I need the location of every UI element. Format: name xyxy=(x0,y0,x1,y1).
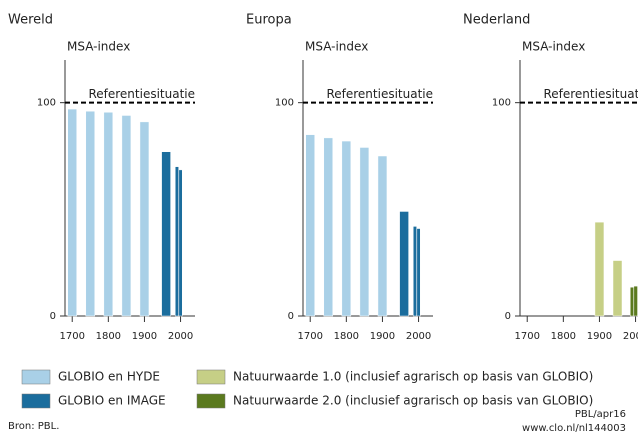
y-tick-label: 0 xyxy=(505,311,511,322)
panel-title: Nederland xyxy=(463,13,530,28)
y-tick-label: 100 xyxy=(37,98,56,109)
bar xyxy=(341,140,352,317)
bar xyxy=(67,108,77,317)
bar xyxy=(612,260,623,317)
x-tick-label: 1800 xyxy=(551,331,576,342)
x-tick-label: 1900 xyxy=(370,331,395,342)
bar xyxy=(161,151,171,317)
bar xyxy=(85,110,96,317)
x-tick-label: 2000 xyxy=(406,331,431,342)
reference-label: Referentiesituatie xyxy=(543,87,638,101)
bar xyxy=(633,285,638,317)
x-tick-label: 1800 xyxy=(96,331,121,342)
reference-label: Referentiesituatie xyxy=(88,87,195,101)
bar xyxy=(178,169,183,317)
x-tick-label: 2000 xyxy=(623,331,638,342)
bar xyxy=(629,286,634,317)
bar xyxy=(416,228,421,317)
legend-label: GLOBIO en HYDE xyxy=(58,370,160,384)
x-tick-label: 1900 xyxy=(587,331,612,342)
panel-title: Wereld xyxy=(8,13,53,28)
bar xyxy=(305,134,315,317)
panel-title: Europa xyxy=(246,13,292,28)
legend-swatch xyxy=(196,393,226,409)
bar xyxy=(323,137,334,317)
legend-label: Natuurwaarde 2.0 (inclusief agrarisch op… xyxy=(233,394,593,408)
y-tick-label: 100 xyxy=(275,98,294,109)
y-axis-label: MSA-index xyxy=(522,40,585,54)
y-tick-label: 0 xyxy=(288,311,294,322)
bar xyxy=(103,112,114,317)
bar xyxy=(139,121,150,317)
y-axis-label: MSA-index xyxy=(67,40,130,54)
y-tick-label: 0 xyxy=(50,311,56,322)
code: PBL/apr16 xyxy=(575,409,626,420)
source: Bron: PBL. xyxy=(8,421,59,432)
bar xyxy=(121,115,132,317)
x-tick-label: 2000 xyxy=(168,331,193,342)
legend-swatch xyxy=(21,393,51,409)
legend-label: Natuurwaarde 1.0 (inclusief agrarisch op… xyxy=(233,370,593,384)
legend-swatch xyxy=(21,369,51,385)
bar xyxy=(377,155,388,317)
bar xyxy=(399,211,409,317)
reference-label: Referentiesituatie xyxy=(326,87,433,101)
x-tick-label: 1900 xyxy=(132,331,157,342)
bar xyxy=(174,166,179,317)
bar xyxy=(412,226,417,317)
legend-swatch xyxy=(196,369,226,385)
y-tick-label: 100 xyxy=(492,98,511,109)
x-tick-label: 1700 xyxy=(514,331,539,342)
x-tick-label: 1700 xyxy=(297,331,322,342)
bar xyxy=(594,221,605,317)
legend-label: GLOBIO en IMAGE xyxy=(58,394,166,408)
x-tick-label: 1700 xyxy=(59,331,84,342)
y-axis-label: MSA-index xyxy=(305,40,368,54)
url: www.clo.nl/nl144003 xyxy=(522,423,626,434)
x-tick-label: 1800 xyxy=(334,331,359,342)
bar xyxy=(359,147,370,317)
